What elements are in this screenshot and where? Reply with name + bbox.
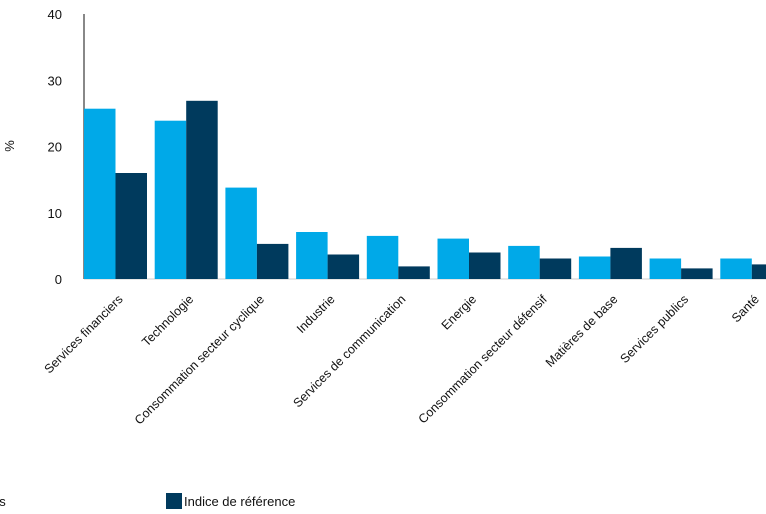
category-label: Energie [439, 292, 479, 332]
y-tick-label: 20 [48, 140, 62, 155]
bar-fund [578, 256, 611, 279]
bar-benchmark [610, 247, 642, 279]
category-label: Consommation secteur cyclique [132, 292, 267, 427]
bar-fund [225, 187, 257, 279]
category-label: Technologie [139, 292, 196, 349]
legend: ds Indice de référence [0, 493, 295, 509]
category-label: Services publics [617, 292, 691, 366]
bar-benchmark [327, 254, 360, 279]
y-tick-label: 40 [48, 7, 62, 22]
bar-fund [366, 235, 399, 279]
y-tick-label: 30 [48, 73, 62, 88]
bar-fund [720, 258, 752, 279]
y-axis-title: % [2, 140, 17, 152]
category-label: Industrie [294, 292, 338, 336]
category-label: Services de communication [290, 292, 408, 410]
bar-fund [84, 108, 116, 279]
bars [84, 100, 766, 279]
y-axis-ticks: 0 10 20 30 40 [48, 7, 62, 287]
y-tick-label: 0 [55, 272, 62, 287]
bar-benchmark [115, 173, 147, 279]
bar-benchmark [539, 258, 572, 279]
legend-label: Indice de référence [184, 494, 295, 509]
category-label: Santé [729, 292, 762, 325]
bar-benchmark [681, 268, 713, 279]
bar-fund [154, 120, 187, 279]
bar-benchmark [398, 266, 430, 279]
category-label: Services financiers [42, 292, 126, 376]
category-label: Matières de base [543, 292, 621, 370]
bar-fund [508, 245, 540, 279]
legend-label: ds [0, 494, 6, 509]
bar-benchmark [751, 264, 766, 279]
bar-benchmark [186, 100, 218, 279]
x-axis-labels: Services financiers TechnologieConsommati… [42, 292, 762, 428]
bar-benchmark [256, 243, 289, 279]
bar-fund [296, 232, 328, 279]
legend-swatch [166, 493, 182, 509]
bar-fund [437, 238, 469, 279]
bar-benchmark [469, 252, 501, 279]
category-label: Consommation secteur défensif [416, 292, 551, 427]
y-tick-label: 10 [48, 206, 62, 221]
bar-fund [649, 258, 682, 279]
